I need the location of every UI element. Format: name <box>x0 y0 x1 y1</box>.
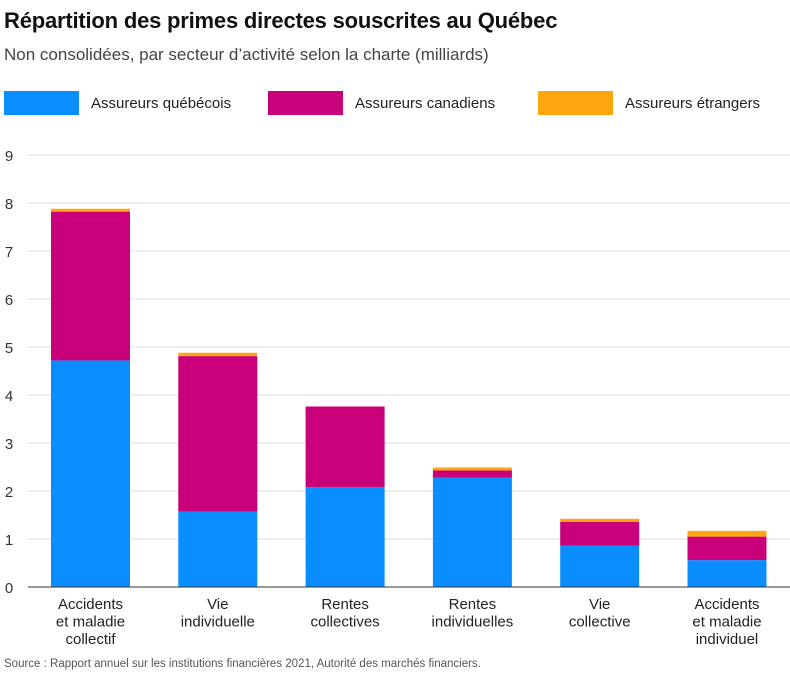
y-tick-label: 4 <box>5 388 13 405</box>
source-note: Source : Rapport annuel sur les institut… <box>4 658 481 670</box>
chart-title: Répartition des primes directes souscrit… <box>4 8 558 33</box>
x-tick-label: Rentes individuelles <box>432 596 514 631</box>
bar-canadiens <box>687 536 767 561</box>
bar-canadiens <box>432 470 512 478</box>
bar-etrangers <box>687 530 767 537</box>
bar-quebecois <box>178 511 258 587</box>
bar-quebecois <box>560 545 640 587</box>
bar-canadiens <box>178 356 258 512</box>
bar-etrangers <box>432 467 512 471</box>
bar-quebecois <box>305 487 385 587</box>
x-tick-label: Accidents et maladie individuel <box>692 596 761 648</box>
legend-label-quebecois: Assureurs québécois <box>91 94 232 112</box>
legend-item-canadiens: Assureurs canadiens <box>268 91 495 115</box>
bar-canadiens <box>51 211 130 361</box>
legend-swatch-quebecois <box>4 91 79 115</box>
y-tick-label: 6 <box>5 292 13 309</box>
x-tick-label: Rentes collectives <box>310 596 379 631</box>
y-tick-label: 3 <box>5 436 13 453</box>
bar-quebecois <box>687 560 767 587</box>
y-tick-label: 8 <box>5 196 13 213</box>
legend-item-etrangers: Assureurs étrangers <box>538 91 760 115</box>
bar-canadiens <box>560 521 640 546</box>
y-tick-label: 2 <box>5 484 13 501</box>
y-tick-label: 5 <box>5 340 13 357</box>
bar-canadiens <box>305 406 385 488</box>
bar-etrangers <box>560 518 640 522</box>
y-tick-label: 1 <box>5 532 13 549</box>
legend-swatch-canadiens <box>268 91 343 115</box>
bar-etrangers <box>178 352 258 357</box>
y-tick-label: 7 <box>5 244 13 261</box>
x-tick-label: Vie collective <box>569 596 631 631</box>
legend-swatch-etrangers <box>538 91 613 115</box>
y-tick-label: 9 <box>5 148 13 165</box>
legend-label-canadiens: Assureurs canadiens <box>355 94 496 112</box>
x-tick-label: Vie individuelle <box>181 596 255 631</box>
legend-item-quebecois: Assureurs québécois <box>4 91 231 115</box>
chart-subtitle: Non consolidées, par secteur d’activité … <box>4 45 489 64</box>
legend-label-etrangers: Assureurs étrangers <box>625 94 761 112</box>
bar-etrangers <box>51 208 130 212</box>
y-tick-label: 0 <box>5 580 13 597</box>
bar-quebecois <box>432 477 512 587</box>
x-tick-label: Accidents et maladie collectif <box>56 596 125 648</box>
bar-quebecois <box>51 360 130 587</box>
